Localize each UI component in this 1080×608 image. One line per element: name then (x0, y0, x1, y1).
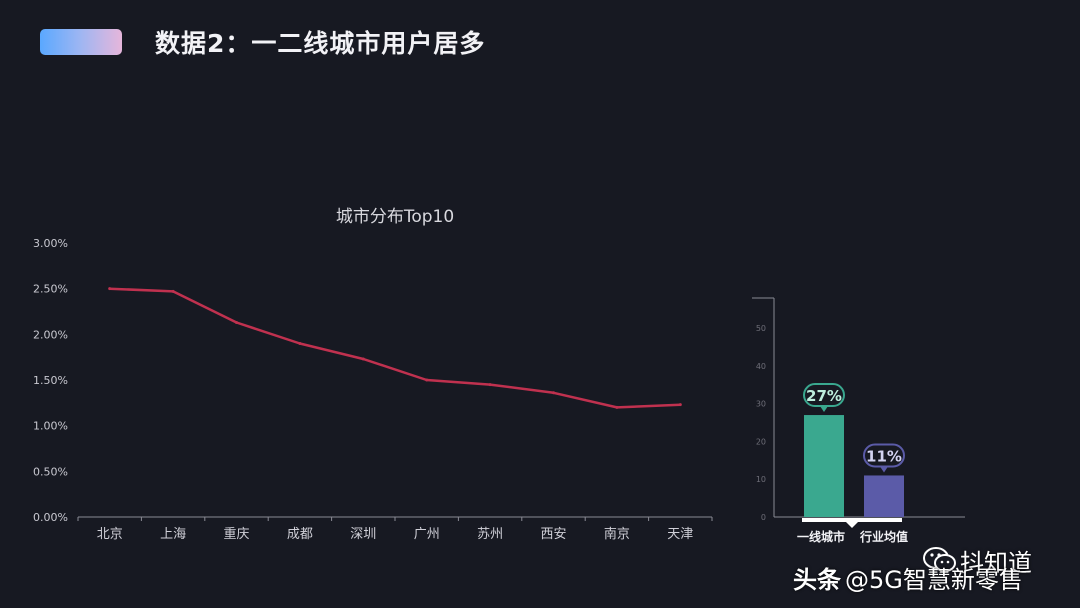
data-point (298, 341, 302, 345)
bar-category-label: 行业均值 (859, 529, 908, 544)
title-accent-bar (40, 29, 122, 55)
y-tick-label: 1.50% (33, 374, 68, 387)
data-point (615, 405, 619, 409)
x-tick-label: 成都 (287, 527, 313, 542)
category-band-pointer (846, 522, 858, 528)
bar-y-tick-label: 50 (756, 324, 766, 333)
data-point (171, 289, 175, 293)
bar (864, 475, 904, 517)
y-tick-label: 2.50% (33, 283, 68, 296)
x-tick-label: 苏州 (477, 526, 503, 542)
y-tick-label: 2.00% (33, 328, 68, 341)
x-tick-label: 广州 (414, 527, 440, 542)
watermark-toutiao: 头条 (793, 566, 841, 594)
x-tick-label: 上海 (160, 527, 186, 542)
data-label-pointer (820, 406, 828, 413)
series-line (109, 287, 681, 409)
x-tick-label: 天津 (667, 527, 693, 542)
x-tick-label: 北京 (97, 527, 123, 542)
data-point (108, 287, 112, 291)
bar-y-tick-label: 30 (756, 400, 766, 409)
watermark-account: @5G智慧新零售 (845, 566, 1023, 594)
page-title: 数据2：一二线城市用户居多 (155, 29, 486, 58)
bar-y-tick-label: 10 (756, 475, 766, 484)
data-point (425, 378, 429, 382)
data-point (678, 403, 682, 407)
bar-y-tick-label: 20 (756, 437, 766, 446)
bar-y-tick-label: 0 (761, 513, 766, 522)
data-point (552, 391, 555, 395)
data-point (361, 357, 365, 361)
watermark-douzhidao: 抖知道 (960, 549, 1032, 577)
y-tick-label: 1.00% (33, 420, 68, 433)
x-tick-label: 重庆 (223, 526, 249, 542)
y-tick-label: 0.00% (33, 511, 68, 524)
bar-category-label: 一线城市 (797, 529, 845, 544)
y-tick-label: 3.00% (33, 237, 68, 250)
y-tick-label: 0.50% (33, 465, 68, 478)
line-chart-title: 城市分布Top10 (336, 207, 454, 227)
category-band (802, 518, 902, 522)
x-tick-label: 深圳 (350, 527, 376, 542)
x-tick-label: 西安 (540, 527, 566, 542)
bar-y-tick-label: 40 (756, 362, 766, 371)
data-label: 27% (806, 387, 842, 405)
x-tick-label: 南京 (604, 526, 630, 542)
data-point (235, 320, 238, 324)
bar (804, 415, 844, 517)
data-label-pointer (880, 466, 888, 473)
data-label: 11% (866, 447, 902, 465)
wechat-icon (923, 547, 956, 572)
data-point (488, 383, 492, 387)
